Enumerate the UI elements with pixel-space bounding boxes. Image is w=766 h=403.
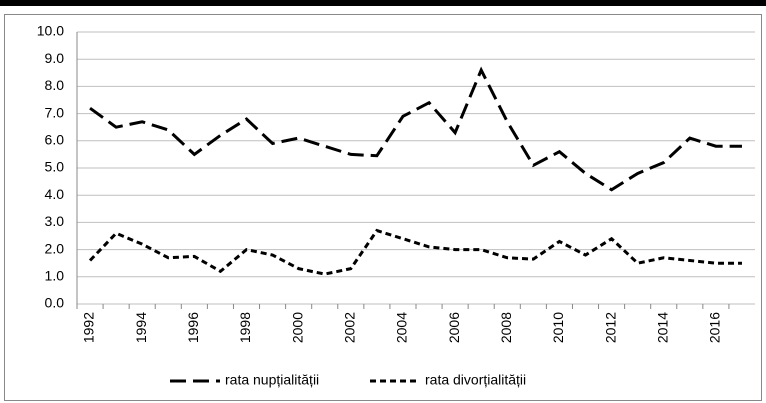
legend-label: rata nupțialității [225,372,319,388]
y-tick-label: 9.0 [45,50,65,66]
y-tick-label: 10.0 [37,23,64,39]
x-tick-label: 2008 [498,312,514,343]
legend-label: rata divorțialității [425,372,526,388]
x-tick-label: 1992 [81,312,97,343]
data-line [89,66,742,192]
x-tick-label: 1998 [237,312,253,343]
x-tick-label: 2002 [342,312,358,343]
x-tick-label: 2006 [446,312,462,343]
y-tick-label: 5.0 [45,159,65,175]
x-tick-label: 2004 [394,312,410,343]
x-tick-label: 2000 [289,312,305,343]
x-tick-label: 2016 [707,312,723,343]
y-tick-label: 3.0 [45,213,65,229]
y-tick-label: 4.0 [45,186,65,202]
x-tick-label: 2010 [550,312,566,343]
x-tick-label: 2012 [602,312,618,343]
y-tick-label: 1.0 [45,268,65,284]
x-tick-label: 2014 [654,312,670,343]
x-tick-label: 1996 [185,312,201,343]
data-line [88,228,742,276]
y-tick-label: 2.0 [45,240,65,256]
x-tick-label: 1994 [133,312,149,343]
y-tick-label: 7.0 [45,104,65,120]
chart-border [4,14,762,401]
y-tick-label: 6.0 [45,132,65,148]
y-tick-label: 0.0 [45,295,65,311]
top-strip [0,0,766,6]
y-tick-label: 8.0 [45,77,65,93]
